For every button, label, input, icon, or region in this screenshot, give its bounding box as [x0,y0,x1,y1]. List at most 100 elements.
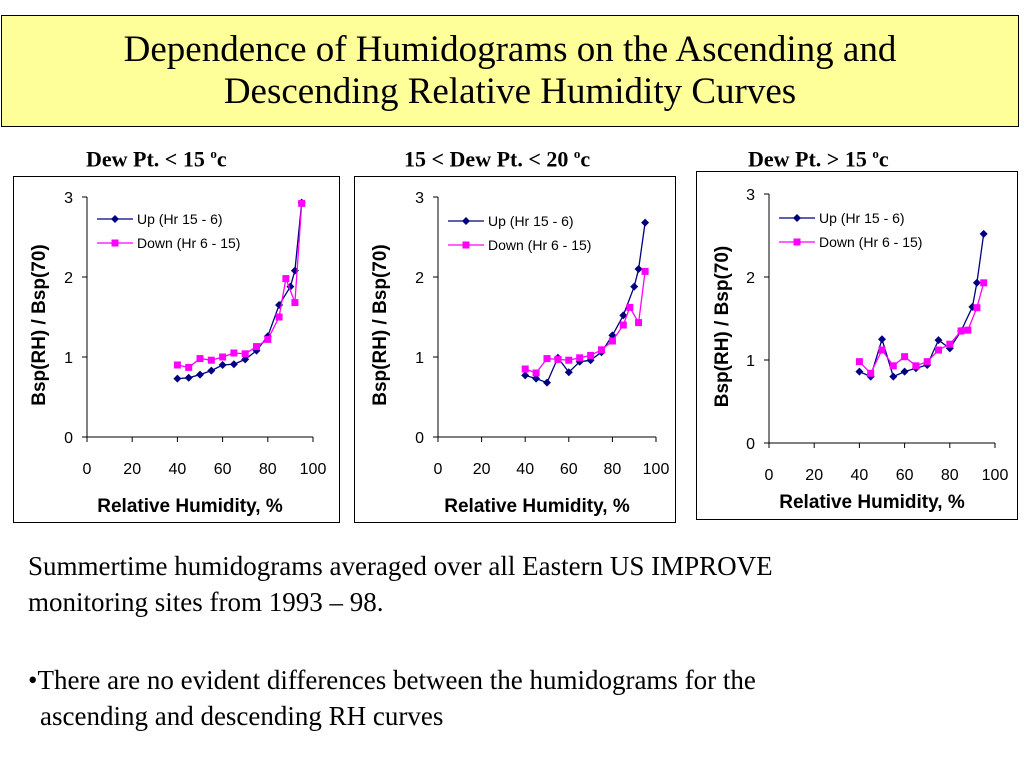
bullet-line-2: ascending and descending RH curves [40,701,444,731]
up-data-point [564,368,573,377]
down-data-point [923,358,931,366]
panel-heading-1: Dew Pt. < 15 oc [86,146,227,172]
humidogram-chart-3: 0 1 2 3 0 20 40 60 80 100 Relative Humidity, % Bsp(… [696,171,1018,520]
y-tick-label: 2 [415,270,424,287]
legend-up-label: Up (Hr 15 - 6) [819,210,905,226]
down-data-point [543,355,551,363]
down-data-point [619,321,627,329]
up-data-point [979,229,988,238]
y-tick-label: 0 [746,436,755,453]
y-axis-label: Bsp(RH) / Bsp(70) [370,244,391,406]
series-up-line [859,233,985,378]
x-tick-label: 60 [214,461,232,478]
chart-svg: 0 1 2 3 0 20 40 60 80 100 Relative Humidity, % Bsp(… [29,190,326,517]
x-tick-label: 80 [941,467,959,484]
down-data-point [282,275,290,283]
x-axis-label: Relative Humidity, % [779,492,965,513]
y-tick-label: 1 [415,350,424,367]
y-tick-label: 3 [64,190,73,207]
down-data-point [587,351,595,359]
y-axis-label: Bsp(RH) / Bsp(70) [29,244,50,406]
chart-svg: 0 1 2 3 0 20 40 60 80 100 Relative Humidity, % Bsp(… [712,187,1008,513]
down-data-point [901,353,909,361]
up-data-point [184,373,193,382]
down-data-point [521,365,529,373]
down-data-point [219,353,227,361]
legend-down-label: Down (Hr 6 - 15) [819,234,922,250]
panel-heading-3-unit: c [878,146,889,172]
caption-line-2: monitoring sites from 1993 – 98. [28,587,384,617]
x-tick-label: 0 [765,467,774,484]
y-tick-label: 0 [415,430,424,447]
legend-up-marker [462,217,470,225]
y-tick-label: 3 [746,187,755,204]
up-data-point [521,371,530,380]
bullet-point: •There are no evident differences betwee… [28,662,988,734]
panel-heading-3: Dew Pt. > 15 oc [748,146,889,172]
down-data-point [855,358,863,366]
legend-up-label: Up (Hr 15 - 6) [488,213,574,229]
panel-heading-2: 15 < Dew Pt. < 20 oc [404,146,590,172]
up-data-point [630,282,639,291]
panel-heading-1-degree: o [210,146,217,161]
legend-down-label: Down (Hr 6 - 15) [137,235,240,251]
up-data-point [934,336,943,345]
y-tick-label: 2 [746,270,755,287]
down-data-point [230,349,238,357]
up-data-point [207,366,216,375]
legend-down-marker [111,239,119,247]
x-tick-label: 80 [604,461,622,478]
down-data-point [635,319,643,327]
panel-heading-3-degree: o [872,146,879,161]
down-data-point [241,350,249,358]
title-box: Dependence of Humidograms on the Ascendi… [1,15,1019,127]
up-data-point [972,278,981,287]
down-data-point [291,299,299,307]
title-line-1: Dependence of Humidograms on the Ascendi… [123,29,897,70]
down-data-point [207,356,215,364]
down-data-point [554,355,562,363]
x-tick-label: 100 [643,461,670,478]
x-tick-label: 80 [259,461,277,478]
panel-heading-2-unit: c [580,146,591,172]
x-tick-label: 0 [434,461,443,478]
down-data-point [626,303,634,311]
y-axis-label: Bsp(RH) / Bsp(70) [712,246,733,408]
series-up-line [177,202,303,380]
panel-heading-1-text: Dew Pt. < 15 [86,146,211,172]
up-data-point [878,335,886,344]
x-tick-label: 0 [83,461,92,478]
slide-title: Dependence of Humidograms on the Ascendi… [124,29,897,113]
x-tick-label: 60 [560,461,578,478]
down-data-point [275,313,283,321]
down-data-point [973,304,981,312]
up-data-point [241,355,250,364]
up-data-point [619,311,628,320]
down-data-point [980,279,988,287]
caption-line-1: Summertime humidograms averaged over all… [28,551,773,581]
down-data-point [608,337,616,345]
down-data-point [264,335,272,343]
x-axis-label: Relative Humidity, % [97,496,283,517]
down-data-point [253,343,260,351]
legend-up-marker [793,214,801,222]
y-tick-label: 1 [64,350,73,367]
down-data-point [946,340,954,348]
down-data-point [912,362,920,370]
down-data-point [641,267,649,275]
x-tick-label: 20 [473,461,491,478]
panel-heading-1-unit: c [216,146,227,172]
up-data-point [543,378,551,387]
down-data-point [185,363,193,371]
up-data-point [218,361,227,369]
up-data-point [900,367,909,376]
x-tick-label: 20 [123,461,141,478]
up-data-point [968,302,977,311]
x-tick-label: 40 [851,467,869,484]
x-axis-label: Relative Humidity, % [444,496,630,517]
panel-heading-2-text: 15 < Dew Pt. < 20 [404,146,574,172]
down-data-point [298,199,306,207]
humidogram-chart-1: 0 1 2 3 0 20 40 60 80 100 Relative Humidity, % Bsp(… [13,176,340,523]
down-data-point [878,346,886,354]
series-down-line [524,271,646,374]
